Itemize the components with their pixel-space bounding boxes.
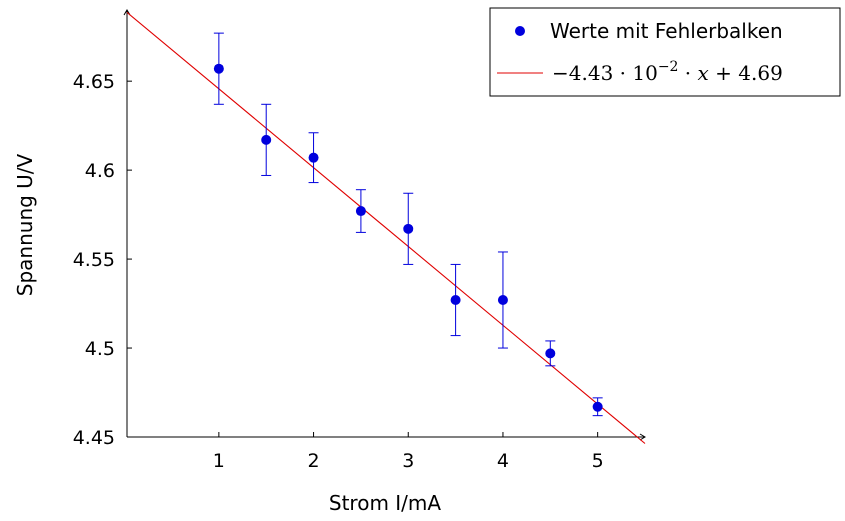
y-tick-label: 4.45 [73, 427, 115, 449]
data-point [497, 295, 508, 306]
x-tick-label: 3 [402, 450, 414, 472]
data-point [355, 206, 366, 217]
legend-label-fit: −4.43 · 10−2 · x + 4.69 [552, 59, 783, 85]
y-tick-label: 4.5 [85, 338, 115, 360]
axes [123, 9, 646, 441]
tick-labels: 1 2 3 4 5 4.45 4.5 4.55 4.6 4.65 [73, 71, 604, 472]
data-point [450, 295, 461, 306]
x-tick-label: 2 [308, 450, 320, 472]
x-tick-label: 1 [213, 450, 225, 472]
legend-label-points: Werte mit Fehlerbalken [550, 19, 783, 43]
y-tick-label: 4.55 [73, 249, 115, 271]
y-tick-label: 4.65 [73, 71, 115, 93]
legend-marker-points [515, 26, 525, 36]
data-series [126, 11, 646, 444]
y-tick-label: 4.6 [85, 160, 115, 182]
fit-line [126, 11, 646, 444]
data-point [403, 223, 414, 234]
data-point [545, 348, 556, 359]
x-tick-label: 4 [497, 450, 509, 472]
legend: Werte mit Fehlerbalken −4.43 · 10−2 · x … [489, 7, 841, 97]
y-axis-title: Spannung U/V [13, 153, 37, 296]
data-point [261, 134, 272, 145]
x-axis-title: Strom I/mA [329, 491, 442, 515]
legend-box [489, 7, 841, 97]
data-point [213, 63, 224, 74]
data-point [592, 401, 603, 412]
x-tick-label: 5 [592, 450, 604, 472]
data-point [308, 152, 319, 163]
x-axis-arrow [639, 433, 646, 441]
